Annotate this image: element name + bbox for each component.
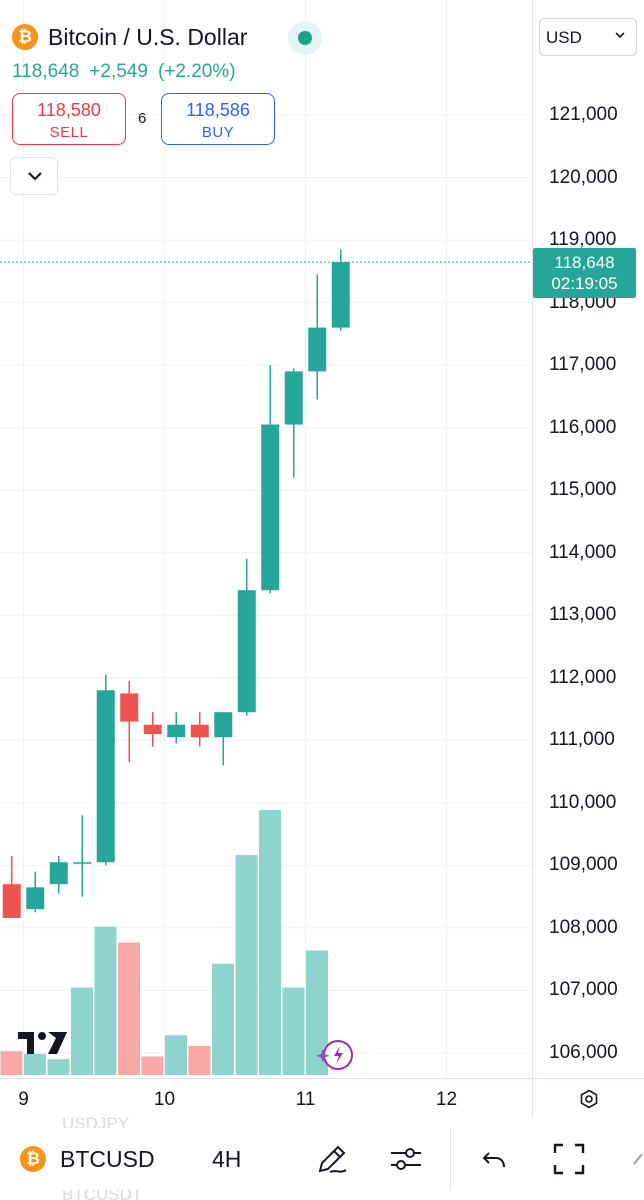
more-menu-button[interactable] <box>632 1128 644 1190</box>
buy-button[interactable]: 118,586 BUY <box>161 93 275 145</box>
sell-label: SELL <box>49 124 89 141</box>
time-axis-label: 12 <box>435 1089 458 1110</box>
candle-body <box>308 327 327 372</box>
chart-pane[interactable] <box>0 0 532 1078</box>
currency-select-value: USD <box>546 28 582 47</box>
currency-select[interactable]: USD <box>539 18 637 56</box>
price-axis-label: 109,000 <box>549 854 618 876</box>
undo-button[interactable] <box>480 1128 508 1190</box>
market-status-indicator[interactable] <box>288 21 322 55</box>
volume-bar <box>118 942 140 1075</box>
volume-bar <box>24 1053 46 1075</box>
settings-hexagon-icon <box>580 1089 598 1109</box>
chevron-down-icon <box>28 172 42 181</box>
volume-bar <box>47 1059 70 1075</box>
price-axis-label: 120,000 <box>549 166 618 188</box>
candle-body <box>261 424 280 591</box>
volume-bar <box>94 926 117 1075</box>
last-price-line-extension <box>532 260 644 264</box>
current-price-value: 118,648 <box>554 253 615 272</box>
price-axis-label: 119,000 <box>549 229 617 251</box>
buy-price: 118,586 <box>186 100 250 120</box>
more-icon <box>633 1153 643 1165</box>
price-axis-label: 107,000 <box>549 979 618 1001</box>
time-axis-label: 11 <box>295 1089 316 1110</box>
price-axis-label: 106,000 <box>549 1042 618 1063</box>
volume-bar <box>188 1045 211 1075</box>
candle-body <box>284 371 303 425</box>
volume-bar <box>165 1035 187 1075</box>
candle-body <box>237 590 256 713</box>
bar-countdown: 02:19:05 <box>551 274 618 293</box>
volume-bar <box>259 810 281 1075</box>
chart-canvas[interactable] <box>0 0 532 1078</box>
price-axis-label: 113,000 <box>549 604 617 626</box>
symbol-header[interactable]: ₿ Bitcoin / U.S. Dollar <box>12 22 247 52</box>
volume-bar <box>212 963 234 1075</box>
candle-body <box>26 887 45 910</box>
bottom-toolbar: ₿ BTCUSD 4H <box>0 1128 644 1190</box>
symbol-logo-button[interactable]: ₿ <box>20 1128 46 1190</box>
candle-body <box>143 724 162 735</box>
price-axis-label: 115,000 <box>549 479 617 501</box>
price-change: +2,549 <box>89 61 148 82</box>
time-axis-label: 10 <box>153 1089 176 1110</box>
symbol-search-button[interactable]: BTCUSD <box>60 1145 155 1172</box>
current-price-tag: 118,648 02:19:05 <box>533 248 636 298</box>
ai-assistant-icon[interactable] <box>314 1038 354 1074</box>
price-change-percent: (+2.20%) <box>157 61 236 82</box>
candle-body <box>120 693 139 722</box>
candle-body <box>49 862 68 885</box>
price-axis-label: 116,000 <box>549 416 617 438</box>
interval-button[interactable]: 4H <box>212 1145 242 1172</box>
price-axis-label: 121,000 <box>549 104 618 125</box>
candle-body <box>73 862 92 864</box>
price-axis-label: 114,000 <box>549 541 617 563</box>
candle-body <box>167 724 186 738</box>
candle-body <box>190 724 209 738</box>
volume-bar <box>282 987 305 1075</box>
symbol-title[interactable]: Bitcoin / U.S. Dollar <box>48 23 248 50</box>
indicators-button[interactable] <box>388 1128 424 1190</box>
chevron-down-icon <box>615 32 625 39</box>
candle-body <box>2 884 21 918</box>
price-axis[interactable]: 121,000 120,000 119,000 118,000 117,000 116,0… <box>532 0 644 1078</box>
fullscreen-button[interactable] <box>552 1128 586 1190</box>
sliders-icon <box>391 1148 421 1170</box>
volume-bar <box>0 1051 23 1075</box>
bitcoin-logo-icon: ₿ <box>20 1146 46 1172</box>
sell-price: 118,580 <box>37 100 101 120</box>
pencil-icon <box>318 1145 347 1173</box>
fullscreen-icon <box>553 1143 585 1175</box>
candle-body <box>331 262 350 328</box>
time-axis-label: 9 <box>18 1089 29 1110</box>
price-axis-label: 108,000 <box>549 916 618 938</box>
last-price: 118,648 <box>12 61 80 82</box>
price-axis-label: 110,000 <box>549 791 617 813</box>
volume-bar <box>71 987 93 1075</box>
spread-value: 6 <box>138 110 147 127</box>
time-axis[interactable]: 9 10 11 12 <box>0 1078 532 1118</box>
price-axis-label: 111,000 <box>549 729 615 751</box>
volume-bar <box>235 855 258 1075</box>
market-open-dot-icon <box>298 31 312 45</box>
candle-body <box>214 712 233 738</box>
volume-bar <box>306 950 328 1075</box>
axis-settings-button[interactable] <box>532 1078 644 1118</box>
sell-button[interactable]: 118,580 SELL <box>12 93 126 145</box>
undo-icon <box>482 1152 505 1168</box>
price-axis-label: 117,000 <box>549 354 617 376</box>
collapse-legend-button[interactable] <box>10 157 58 195</box>
price-axis-label: 112,000 <box>549 666 617 688</box>
candle-body <box>96 690 115 863</box>
price-summary: 118,648 +2,549 (+2.20%) <box>12 61 236 83</box>
buy-label: BUY <box>201 124 235 141</box>
toolbar-divider <box>450 1128 451 1190</box>
drawing-tools-button[interactable] <box>314 1128 350 1190</box>
bitcoin-logo-icon: ₿ <box>12 24 38 50</box>
volume-bar <box>141 1056 164 1075</box>
tradingview-logo-icon <box>18 1032 67 1054</box>
